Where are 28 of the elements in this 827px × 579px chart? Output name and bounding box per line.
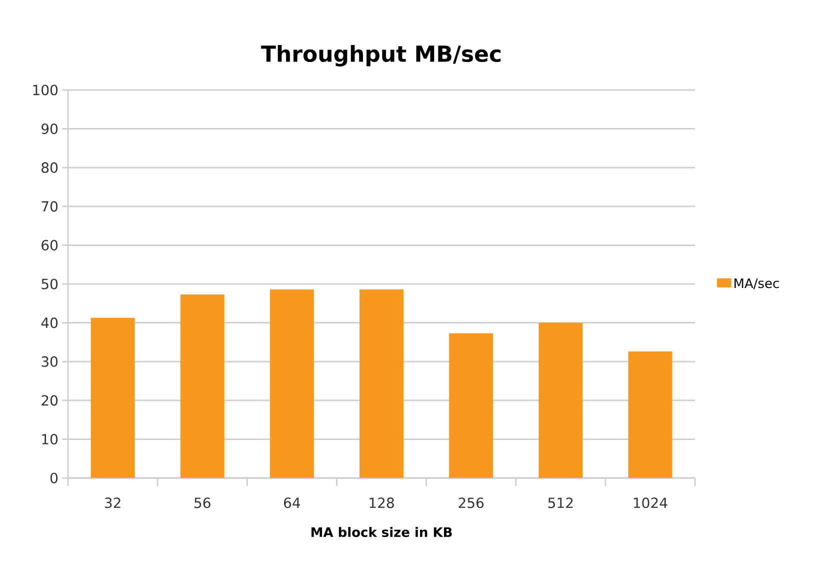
x-tick-label: 128 xyxy=(370,498,394,508)
y-tick-label: 80 xyxy=(42,162,58,173)
bar xyxy=(180,294,224,478)
y-tick-label: 20 xyxy=(42,395,58,406)
x-tick-label: 64 xyxy=(284,498,300,508)
bar xyxy=(449,333,494,478)
y-tick-label: 100 xyxy=(33,84,58,96)
x-tick-label: 256 xyxy=(458,498,484,508)
x-tick-label: 512 xyxy=(548,498,573,508)
bar xyxy=(360,289,404,478)
bar xyxy=(538,322,583,478)
y-tick-label: 50 xyxy=(42,278,58,290)
y-tick-label: 10 xyxy=(42,434,58,444)
x-axis-title: MA block size in KB xyxy=(311,526,452,538)
y-tick-label: 70 xyxy=(42,201,58,212)
legend-label: MA/sec xyxy=(734,278,779,290)
y-tick-label: 60 xyxy=(42,240,58,250)
x-tick-label: 56 xyxy=(194,498,210,508)
bar xyxy=(628,352,672,478)
y-tick-label: 30 xyxy=(42,356,58,367)
y-tick-label: 90 xyxy=(42,123,58,134)
x-tick-label: 1024 xyxy=(634,498,668,508)
y-tick-label: 40 xyxy=(41,317,58,328)
bar xyxy=(90,318,135,478)
y-tick-label: 0 xyxy=(50,472,58,484)
chart-title: Throughput MB/sec xyxy=(261,45,501,66)
x-tick-label: 32 xyxy=(104,498,120,508)
bar xyxy=(270,289,314,478)
